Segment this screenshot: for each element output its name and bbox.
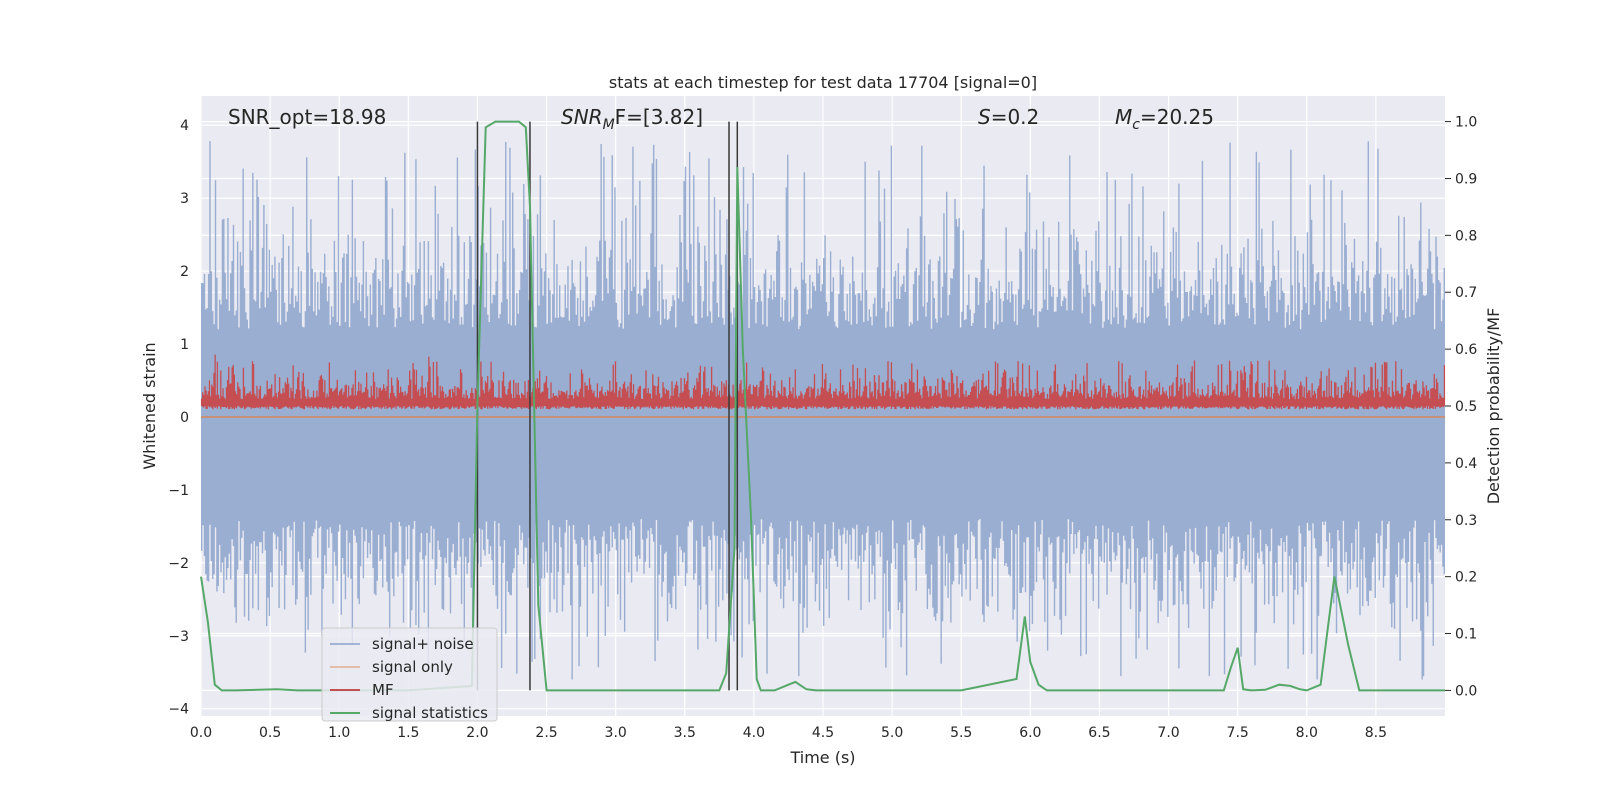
y-tick-label-left: 0 — [180, 410, 189, 426]
y-axis-label-right: Detection probability/MF — [1484, 308, 1503, 505]
s-symbol: S — [978, 105, 991, 129]
legend-label: signal+ noise — [372, 635, 474, 653]
y-tick-label-right: 0.8 — [1455, 228, 1477, 244]
y-tick-label-left: −1 — [168, 483, 189, 499]
x-axis-label: Time (s) — [789, 748, 855, 767]
legend-label: signal statistics — [372, 704, 488, 722]
y-tick-label-right: 0.9 — [1455, 171, 1477, 187]
annotation-snr-mf: SNRMF=[3.82] — [561, 105, 703, 133]
x-tick-label: 5.5 — [950, 725, 972, 741]
y-tick-label-left: −4 — [168, 702, 189, 718]
y-ticks-right: 1.0 0.9 0.8 0.7 0.6 0.5 0.4 0.3 0.2 0.1 0.0 — [1445, 115, 1477, 699]
snr-mf-sub: M — [603, 117, 615, 133]
y-tick-label-right: 0.1 — [1455, 627, 1477, 643]
y-tick-label-left: 2 — [180, 264, 189, 280]
x-tick-label: 8.5 — [1365, 725, 1387, 741]
s-rest: =0.2 — [991, 105, 1040, 129]
y-tick-label-left: −2 — [168, 556, 189, 572]
y-tick-label-right: 0.0 — [1455, 683, 1477, 699]
legend-label: signal only — [372, 658, 453, 676]
x-tick-label: 6.0 — [1019, 725, 1041, 741]
legend: signal+ noise signal only MF signal statist… — [321, 627, 498, 722]
x-tick-label: 4.0 — [743, 725, 765, 741]
y-ticks-left: 4 3 2 1 0 −1 −2 −3 −4 — [168, 118, 189, 718]
x-tick-label: 5.0 — [881, 725, 903, 741]
y-tick-label-left: 4 — [180, 118, 189, 134]
y-tick-label-right: 0.4 — [1455, 456, 1477, 472]
y-tick-label-right: 0.7 — [1455, 285, 1477, 301]
y-tick-label-left: −3 — [168, 629, 189, 645]
x-tick-label: 2.0 — [466, 725, 488, 741]
annotation-mc: Mc=20.25 — [1115, 105, 1214, 133]
x-tick-label: 6.5 — [1088, 725, 1110, 741]
x-tick-label: 7.5 — [1227, 725, 1249, 741]
chart-title: stats at each timestep for test data 177… — [609, 73, 1037, 92]
snr-mf-rest: F=[3.82] — [615, 105, 703, 129]
x-tick-label: 3.5 — [674, 725, 696, 741]
snr-mf-prefix: SNR — [561, 105, 603, 129]
x-tick-label: 8.0 — [1296, 725, 1318, 741]
x-tick-label: 7.0 — [1157, 725, 1179, 741]
mc-sub: c — [1132, 117, 1140, 133]
y-tick-label-left: 3 — [180, 191, 189, 207]
y-tick-label-right: 0.6 — [1455, 342, 1477, 358]
y-tick-label-right: 0.5 — [1455, 399, 1477, 415]
x-tick-label: 0.5 — [259, 725, 281, 741]
x-tick-label: 1.0 — [328, 725, 350, 741]
x-tick-label: 0.0 — [190, 725, 212, 741]
x-tick-label: 3.0 — [605, 725, 627, 741]
x-tick-label: 4.5 — [812, 725, 834, 741]
y-tick-label-right: 1.0 — [1455, 115, 1477, 131]
y-axis-label-left: Whitened strain — [140, 342, 159, 469]
x-ticks: 0.0 0.5 1.0 1.5 2.0 2.5 3.0 3.5 4.0 4.5 5.0 5.5 6.0 6… — [190, 725, 1387, 741]
y-tick-label-left: 1 — [180, 337, 189, 353]
legend-label: MF — [372, 681, 394, 699]
annotation-snr-opt: SNR_opt=18.98 — [228, 105, 386, 129]
annotation-s: S=0.2 — [978, 105, 1039, 129]
mc-symbol: M — [1115, 105, 1132, 129]
y-tick-label-right: 0.3 — [1455, 513, 1477, 529]
y-tick-label-right: 0.2 — [1455, 570, 1477, 586]
x-tick-label: 2.5 — [535, 725, 557, 741]
series-signal-statistics — [200, 120, 1445, 692]
mc-rest: =20.25 — [1140, 105, 1214, 129]
x-tick-label: 1.5 — [397, 725, 419, 741]
